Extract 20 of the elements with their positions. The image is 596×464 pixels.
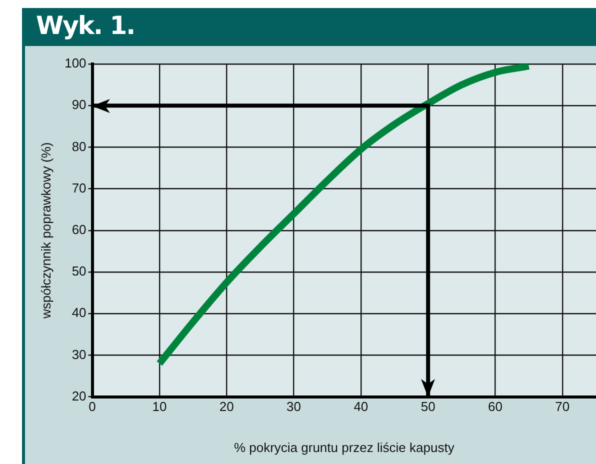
x-tick-label: 50 [420, 399, 436, 414]
chart-title: Wyk. 1. [36, 11, 135, 40]
y-tick-label: 20 [72, 388, 86, 404]
y-tick-label: 100 [64, 56, 86, 71]
y-tick-label: 40 [72, 305, 86, 320]
x-tick-label: 10 [152, 399, 167, 414]
x-axis-title: % pokrycia gruntu przez liście kapusty [234, 440, 455, 455]
y-tick-label: 60 [72, 222, 86, 237]
x-tick-label: 30 [286, 399, 302, 414]
x-tick-label: 70 [555, 399, 570, 414]
x-tick-label: 60 [488, 399, 502, 414]
y-tick-label: 80 [72, 138, 86, 154]
y-tick-label: 90 [72, 97, 86, 112]
y-tick-label: 30 [72, 346, 86, 362]
x-tick-label: 0 [88, 399, 96, 414]
y-tick-label: 70 [72, 180, 86, 196]
y-axis-title: współczynnik poprawkowy (%) [38, 142, 54, 320]
x-tick-label: 20 [219, 399, 234, 414]
x-tick-label: 40 [354, 399, 368, 414]
y-tick-label: 50 [72, 264, 86, 279]
